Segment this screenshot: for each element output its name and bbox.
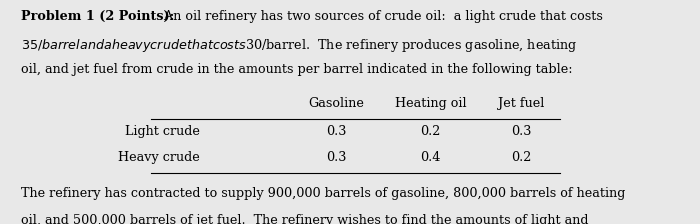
Text: oil, and 500,000 barrels of jet fuel.  The refinery wishes to find the amounts o: oil, and 500,000 barrels of jet fuel. Th… (21, 214, 589, 224)
Text: Jet fuel: Jet fuel (498, 97, 545, 110)
Text: Gasoline: Gasoline (308, 97, 364, 110)
Text: 0.3: 0.3 (326, 125, 346, 138)
Text: 0.2: 0.2 (511, 151, 532, 164)
Text: oil, and jet fuel from crude in the amounts per barrel indicated in the followin: oil, and jet fuel from crude in the amou… (21, 63, 573, 76)
Text: 0.3: 0.3 (511, 125, 532, 138)
Text: Heating oil: Heating oil (395, 97, 466, 110)
Text: Heavy crude: Heavy crude (118, 151, 200, 164)
Text: The refinery has contracted to supply 900,000 barrels of gasoline, 800,000 barre: The refinery has contracted to supply 90… (21, 187, 625, 200)
Text: 0.4: 0.4 (420, 151, 441, 164)
Text: $35/barrel and a heavy crude that costs $30/barrel.  The refinery produces gasol: $35/barrel and a heavy crude that costs … (21, 37, 578, 54)
Text: An oil refinery has two sources of crude oil:  a light crude that costs: An oil refinery has two sources of crude… (160, 10, 603, 23)
Text: Problem 1 (2 Points):: Problem 1 (2 Points): (21, 10, 174, 23)
Text: 0.2: 0.2 (420, 125, 441, 138)
Text: 0.3: 0.3 (326, 151, 346, 164)
Text: Light crude: Light crude (125, 125, 200, 138)
